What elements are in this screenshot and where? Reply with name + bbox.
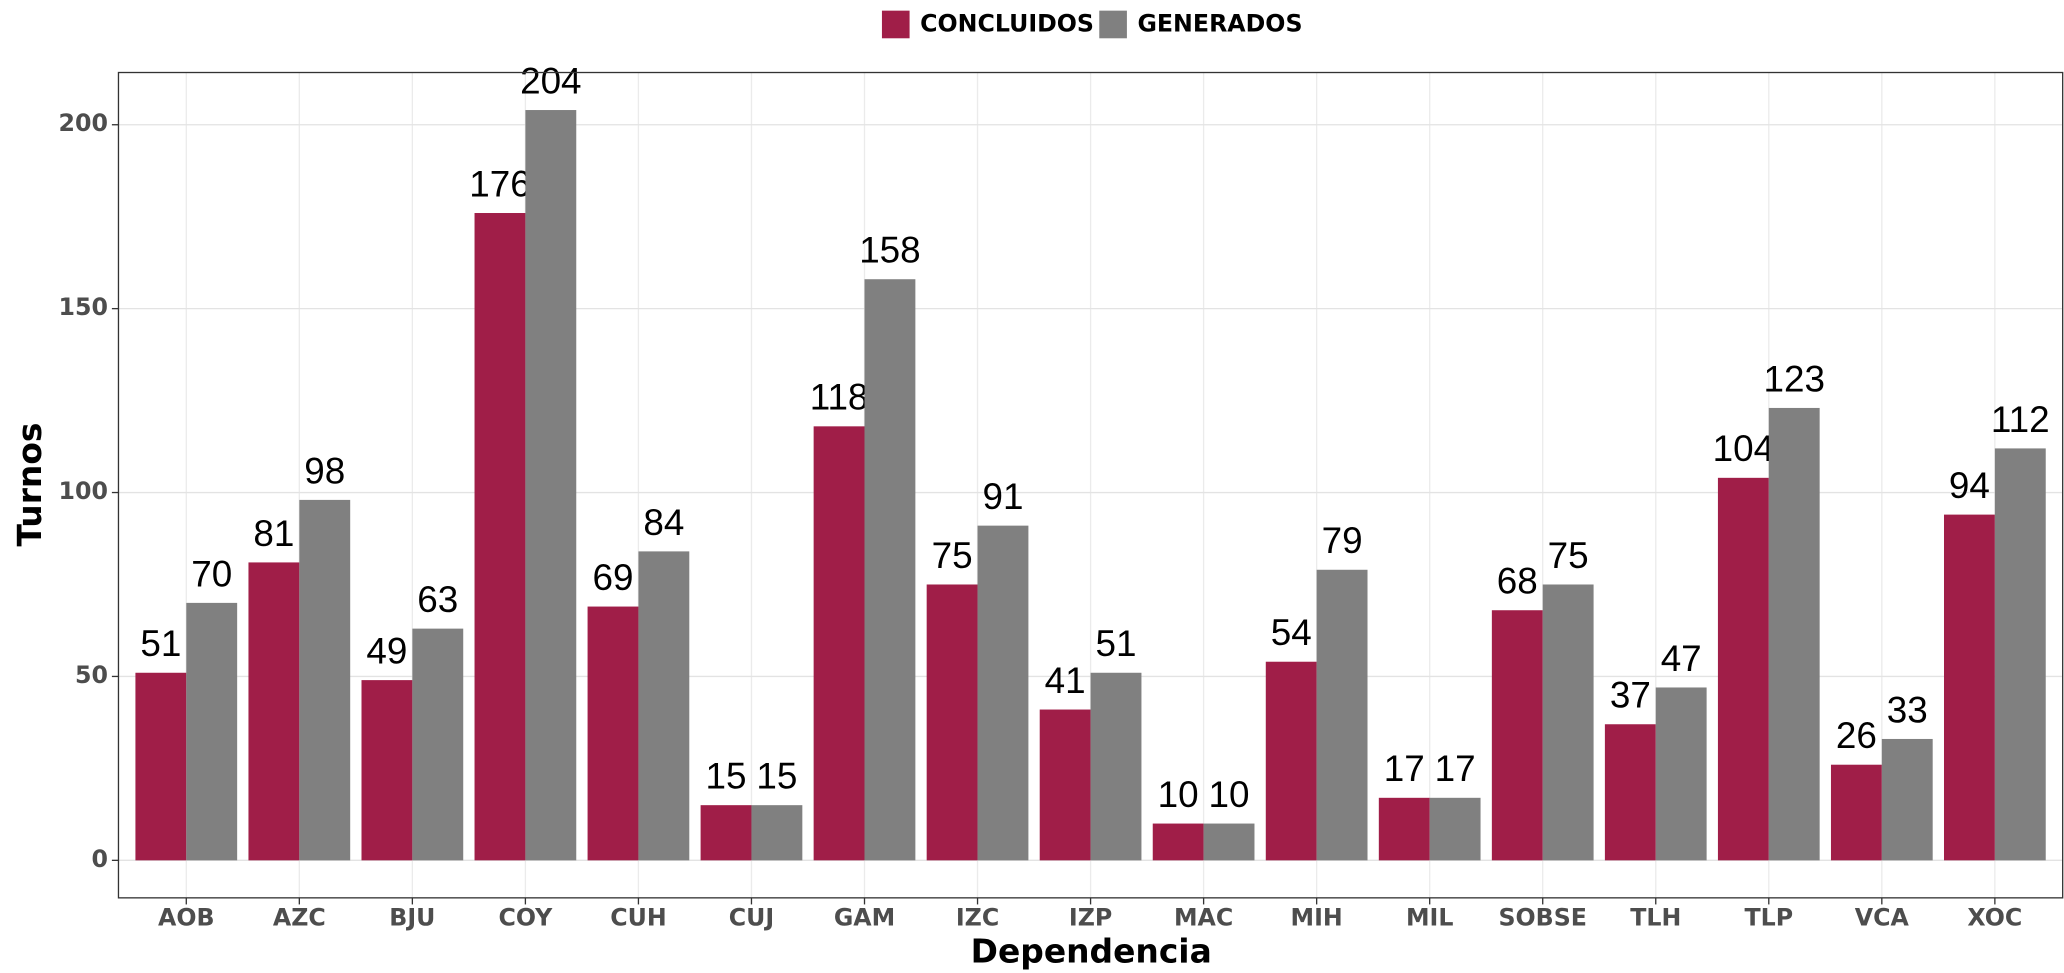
value-label: 41 [1045,660,1086,701]
bar [412,628,464,861]
bar [1203,823,1255,861]
legend-swatch [1099,10,1127,39]
bar [1717,477,1769,861]
value-label: 75 [932,535,973,576]
bar [525,110,577,861]
y-tick-label: 0 [91,845,107,873]
x-tick-label: AZC [273,903,326,931]
bar [248,562,300,861]
y-tick-label: 200 [58,109,107,137]
value-label: 84 [643,502,684,543]
value-label: 17 [1384,748,1425,789]
value-label: 118 [810,377,869,418]
bar [587,606,639,861]
x-tick-label: TLH [1630,903,1681,931]
y-tick-label: 50 [75,661,108,689]
bar [1265,661,1317,861]
value-label: 63 [417,579,458,620]
value-label: 26 [1836,715,1877,756]
value-label: 98 [304,450,345,491]
value-label: 79 [1322,520,1363,561]
bar [638,551,690,861]
bar [1604,724,1656,861]
value-label: 112 [1991,399,2050,440]
value-label: 15 [706,756,747,797]
legend-label: CONCLUIDOS [920,10,1094,38]
bar [1090,672,1142,861]
x-tick-label: CUH [610,903,666,931]
value-label: 94 [1949,465,1990,506]
value-label: 69 [593,557,634,598]
bar [1994,448,2046,861]
bar [813,426,865,861]
bar [135,672,187,861]
x-tick-label: BJU [389,903,435,931]
x-tick-label: MIL [1406,903,1453,931]
bar [299,499,351,861]
value-label: 70 [191,553,232,594]
bar [1830,764,1882,861]
x-tick-label: IZP [1069,903,1112,931]
bar [1378,797,1430,861]
bar [926,584,978,861]
value-label: 158 [859,230,920,271]
bar [1943,514,1995,861]
value-label: 51 [140,623,181,664]
value-label: 51 [1096,623,1137,664]
legend-label: GENERADOS [1137,10,1302,38]
x-tick-label: MAC [1174,903,1233,931]
value-label: 91 [982,476,1023,517]
bar [1881,738,1933,861]
bar [751,805,803,861]
x-tick-label: XOC [1967,903,2022,931]
plot-border [117,71,2064,899]
bar [1429,797,1481,861]
bar [864,279,916,861]
y-tick-label: 100 [58,477,107,505]
x-tick-label: IZC [956,903,999,931]
value-label: 104 [1713,428,1774,469]
bar [1152,823,1204,861]
value-label: 37 [1610,675,1651,716]
value-label: 176 [469,163,530,204]
legend-swatch [881,10,910,39]
bar [361,680,413,861]
x-axis-label: Dependencia [971,932,1212,971]
bar [700,805,752,861]
value-label: 17 [1435,748,1476,789]
x-tick-label: CUJ [729,903,774,931]
x-tick-label: MIH [1291,903,1343,931]
value-label: 49 [366,631,407,672]
y-axis-label: Turnos [10,423,49,547]
x-tick-label: SOBSE [1498,903,1587,931]
value-label: 54 [1271,612,1312,653]
value-label: 81 [253,513,294,554]
x-tick-label: TLP [1744,903,1793,931]
x-tick-label: AOB [158,903,215,931]
value-label: 15 [756,756,797,797]
y-tick-label: 150 [58,293,107,321]
bar [186,602,238,861]
bar [1491,610,1543,861]
x-tick-label: VCA [1855,903,1910,931]
value-label: 123 [1763,358,1824,399]
bar [1542,584,1594,861]
bar [1039,709,1091,861]
bar [1655,687,1707,861]
value-label: 68 [1497,561,1538,602]
bar [977,525,1029,861]
x-tick-label: COY [498,903,553,931]
value-label: 75 [1548,535,1589,576]
value-label: 204 [520,60,581,101]
x-tick-label: GAM [834,903,895,931]
value-label: 10 [1209,774,1250,815]
bar [1768,407,1820,861]
value-label: 10 [1158,774,1199,815]
bar [474,213,526,861]
bar [1316,569,1368,861]
value-label: 47 [1661,638,1702,679]
value-label: 33 [1887,689,1928,730]
